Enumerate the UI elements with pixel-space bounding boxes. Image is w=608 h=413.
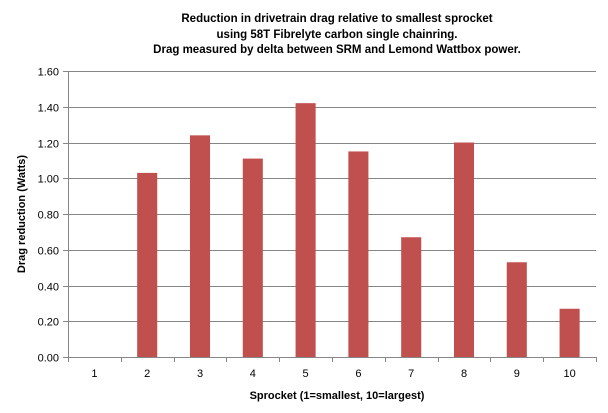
x-tick-label: 5 xyxy=(303,368,309,380)
x-tick-labels: 1 2 3 4 5 6 7 8 9 10 xyxy=(91,368,575,380)
y-tick-label: 0.40 xyxy=(38,282,59,294)
chart-title-line-1: Reduction in drivetrain drag relative to… xyxy=(181,13,492,25)
x-axis-label: Sprocket (1=smallest, 10=largest) xyxy=(250,390,425,402)
y-tick-label: 0.80 xyxy=(38,210,59,222)
bar-sprocket-2 xyxy=(137,172,158,357)
y-tick-label: 1.60 xyxy=(38,67,59,79)
bar-sprocket-9 xyxy=(506,262,527,357)
x-tick-label: 2 xyxy=(144,368,150,380)
x-tick-label: 1 xyxy=(91,368,97,380)
y-tick-label: 0.20 xyxy=(38,317,59,329)
bar-sprocket-6 xyxy=(348,151,369,357)
bar-sprocket-8 xyxy=(453,142,475,357)
y-tick-label: 1.20 xyxy=(38,139,59,151)
x-tick-label: 8 xyxy=(461,368,467,380)
bar-sprocket-5 xyxy=(295,103,316,358)
x-tick-label: 7 xyxy=(408,368,414,380)
bar-sprocket-3 xyxy=(189,135,211,357)
y-tick-labels: 0.00 0.20 0.40 0.60 0.80 1.00 1.20 1.40 1.60 xyxy=(38,67,59,365)
chart-title-line-3: Drag measured by delta between SRM and L… xyxy=(153,44,521,56)
y-axis-label: Drag reduction (Watts) xyxy=(16,155,28,273)
chart-title: Reduction in drivetrain drag relative to… xyxy=(153,13,521,56)
x-tick-label: 6 xyxy=(355,368,361,380)
bar-sprocket-4 xyxy=(242,158,263,357)
chart-title-line-2: using 58T Fibrelyte carbon single chainr… xyxy=(217,29,458,41)
y-tick-label: 1.00 xyxy=(38,174,59,186)
x-tick-label: 4 xyxy=(250,368,256,380)
x-tick-label: 9 xyxy=(514,368,520,380)
bars xyxy=(137,103,580,358)
bar-sprocket-7 xyxy=(401,237,422,357)
y-tick-label: 0.00 xyxy=(38,353,59,365)
x-tick-label: 10 xyxy=(563,368,575,380)
y-tick-label: 0.60 xyxy=(38,246,59,258)
x-tick-label: 3 xyxy=(197,368,203,380)
axes xyxy=(63,71,597,362)
bar-sprocket-10 xyxy=(559,308,580,357)
y-tick-label: 1.40 xyxy=(38,103,59,115)
